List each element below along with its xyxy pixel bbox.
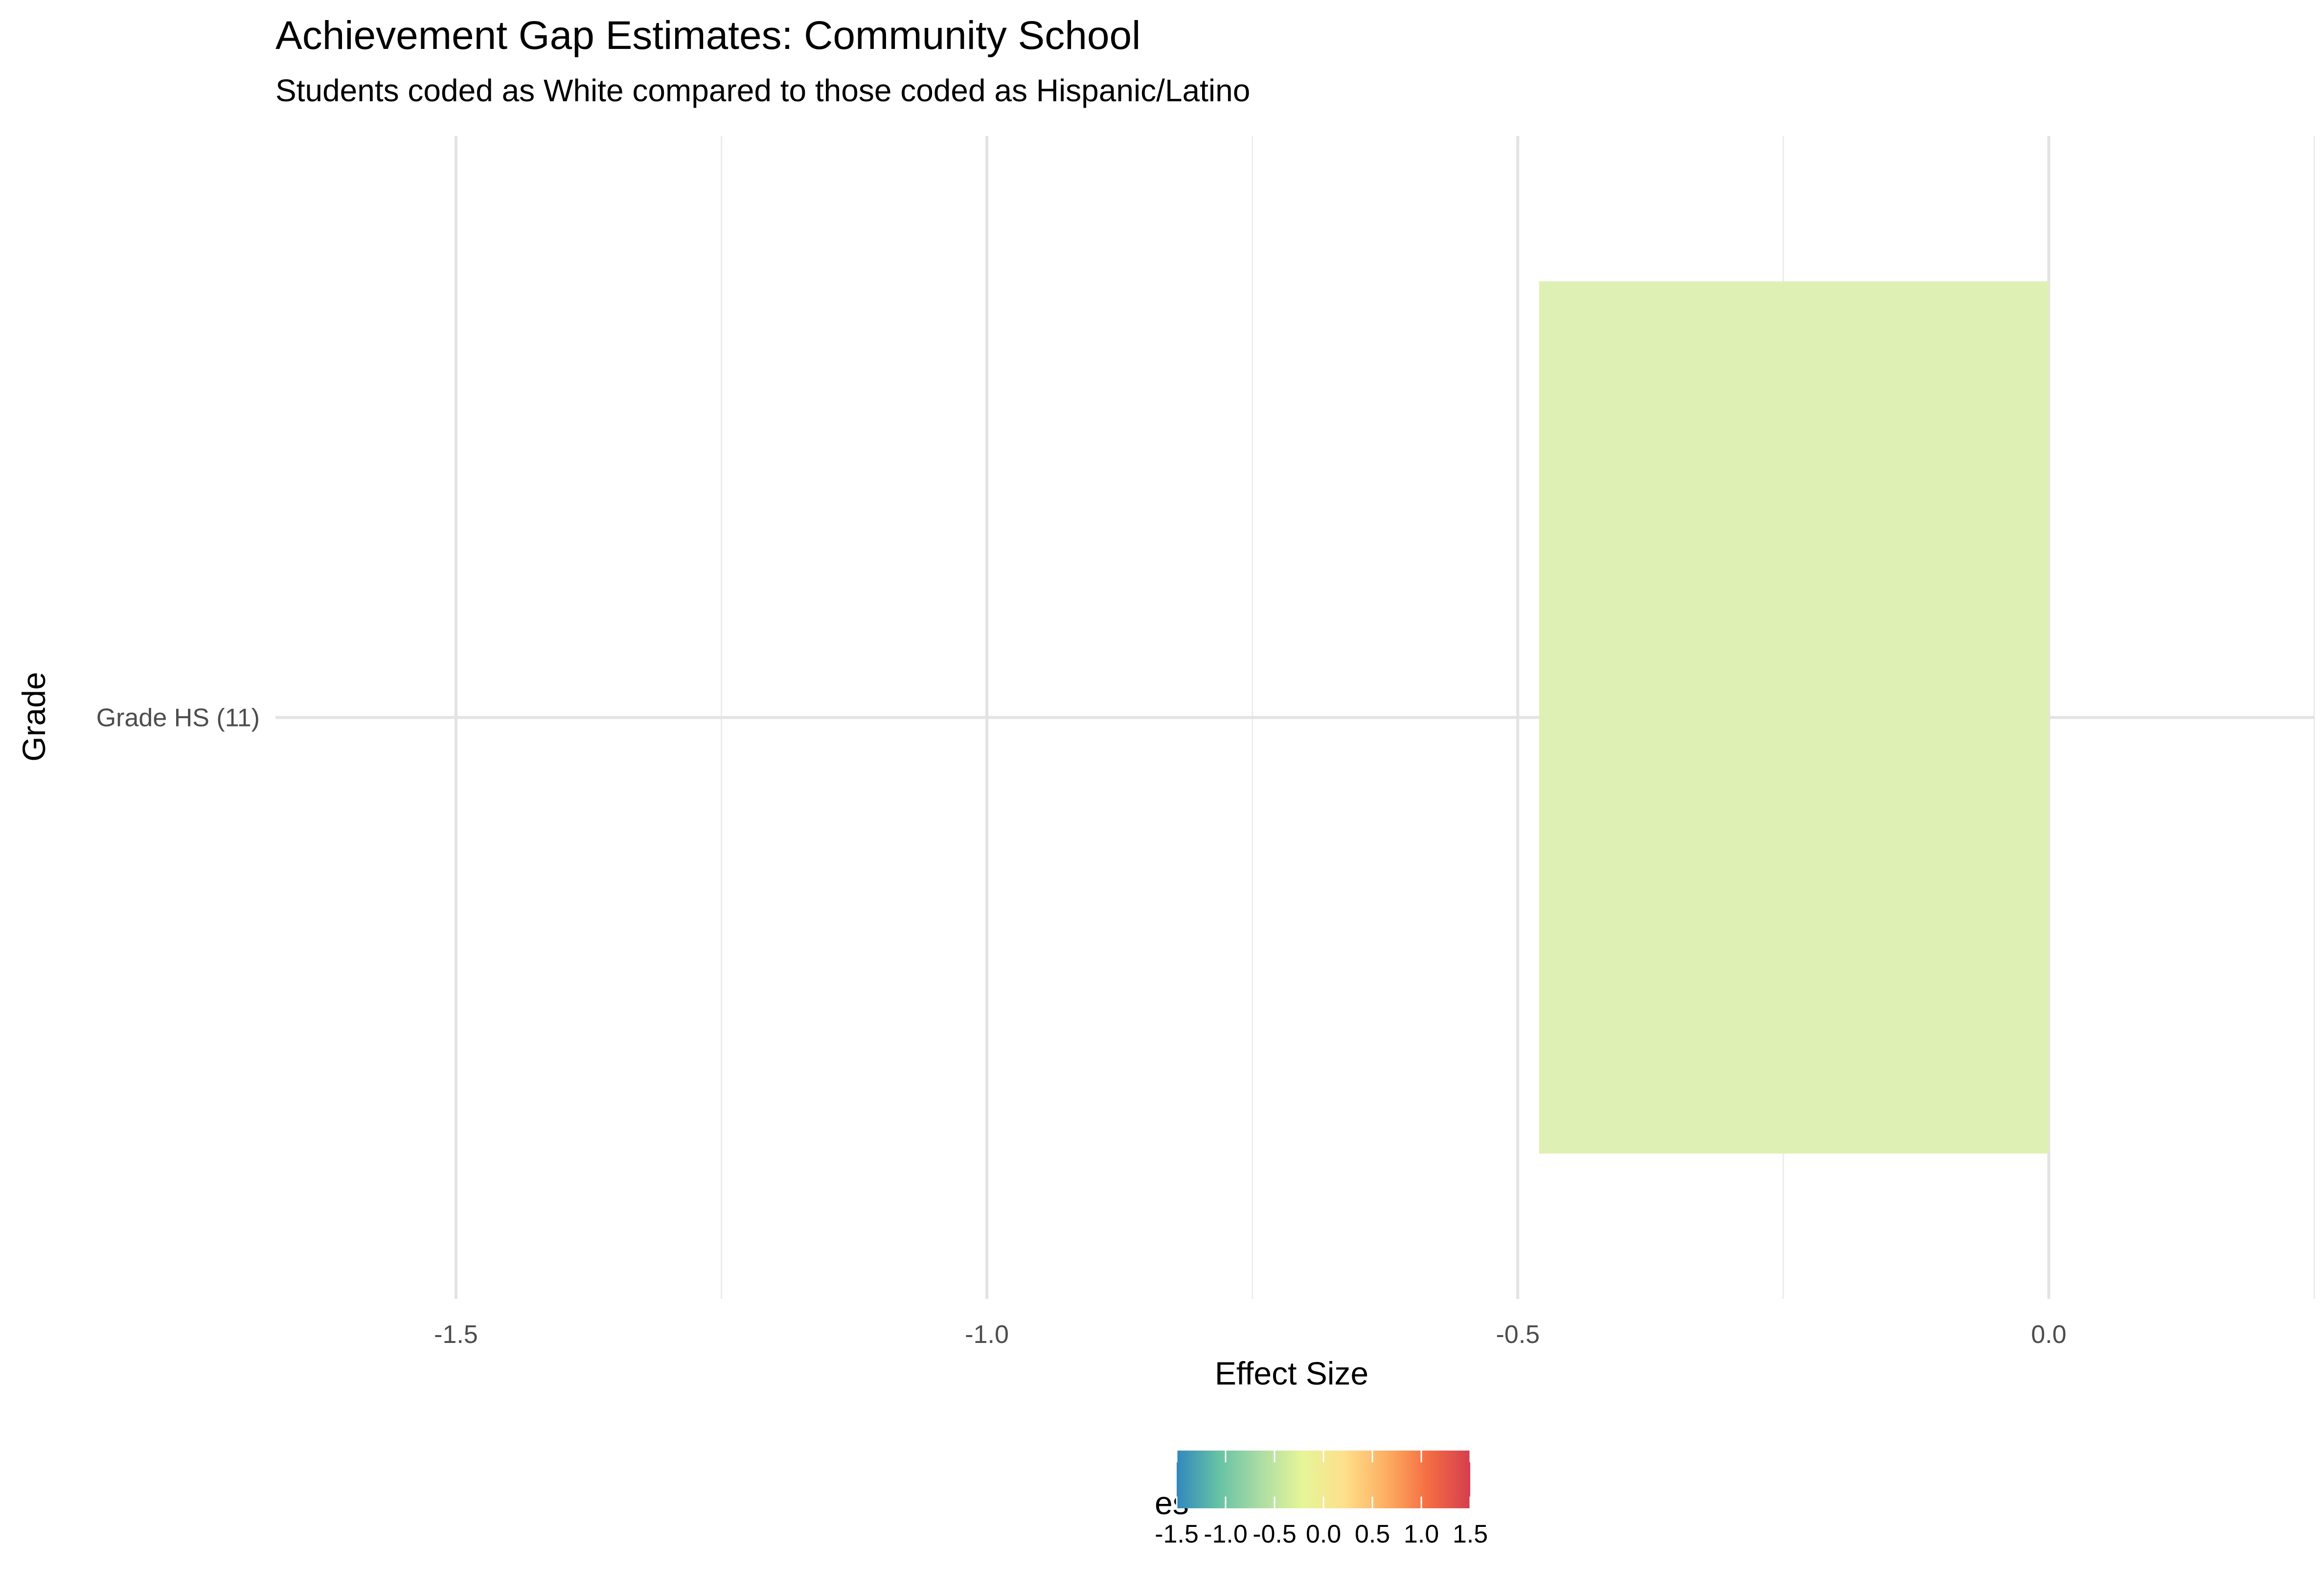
legend-tick-label: 1.5 — [1453, 1520, 1488, 1548]
bar — [1539, 281, 2049, 1154]
x-tick-label: -1.0 — [965, 1320, 1009, 1349]
y-axis-title: Grade — [16, 672, 52, 761]
legend-tick-label: 1.0 — [1404, 1520, 1439, 1548]
x-tick-label: -1.5 — [434, 1320, 478, 1349]
x-tick-labels: -1.5 -1.0 -0.5 0.0 — [434, 1320, 2066, 1349]
legend-tick-label: 0.0 — [1306, 1520, 1341, 1548]
legend-tick-label: 0.5 — [1355, 1520, 1390, 1548]
color-legend: es -1.5 -1.0 -0.5 0.0 0.5 1.0 1.5 — [1155, 1451, 1488, 1548]
chart-title: Achievement Gap Estimates: Community Sch… — [275, 13, 1141, 58]
y-tick-labels: Grade HS (11) — [96, 704, 260, 732]
legend-tick-label: -1.5 — [1155, 1520, 1199, 1548]
y-tick-label: Grade HS (11) — [96, 704, 260, 732]
legend-ticks: -1.5 -1.0 -0.5 0.0 0.5 1.0 1.5 — [1155, 1451, 1488, 1548]
x-tick-label: 0.0 — [2031, 1320, 2066, 1349]
x-tick-label: -0.5 — [1496, 1320, 1540, 1349]
x-axis-title: Effect Size — [1215, 1355, 1368, 1391]
legend-tick-label: -0.5 — [1253, 1520, 1297, 1548]
bars — [1539, 281, 2049, 1154]
legend-tick-label: -1.0 — [1204, 1520, 1248, 1548]
chart-subtitle: Students coded as White compared to thos… — [275, 73, 1251, 108]
